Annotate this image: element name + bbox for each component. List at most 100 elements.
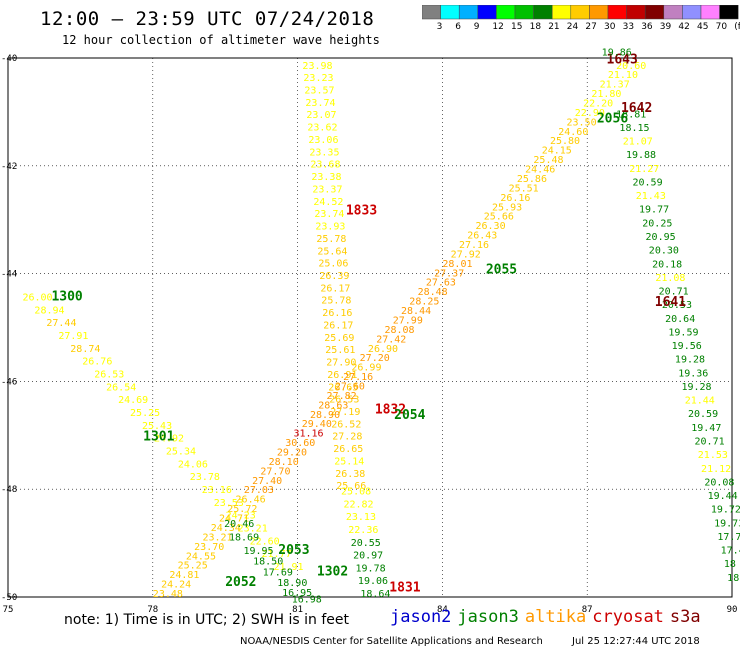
- colorbar-label: 30: [604, 22, 616, 32]
- longitude-tick-label: 81: [292, 605, 303, 615]
- longitude-tick-label: 84: [437, 605, 448, 615]
- wave-height-value: 20.46: [224, 519, 254, 530]
- wave-height-value: 20.97: [353, 551, 383, 562]
- longitude-tick-label: 90: [727, 605, 738, 615]
- wave-height-value: 22.60: [250, 536, 280, 547]
- wave-height-value: 19.47: [691, 423, 721, 434]
- wave-height-value: 23.74: [305, 98, 335, 109]
- wave-height-value: 19.77: [639, 205, 669, 216]
- track-time-label: 2056: [597, 112, 628, 127]
- wave-height-value: 25.61: [325, 345, 355, 356]
- wave-height-value: 27.40: [252, 476, 282, 487]
- wave-height-value: 19.56: [672, 341, 702, 352]
- wave-height-value: 27.19: [330, 407, 360, 418]
- track-time-label: 2052: [225, 575, 256, 590]
- wave-height-value: 22.82: [343, 499, 373, 510]
- track-time-label: 1300: [51, 290, 82, 305]
- wave-height-value: 24.81: [169, 570, 199, 581]
- wave-height-value: 24.69: [118, 395, 148, 406]
- wave-height-value: 20.55: [351, 538, 381, 549]
- wave-height-value: 23.68: [310, 160, 340, 171]
- wave-height-value: 23.50: [567, 117, 597, 128]
- wave-height-value: 23.78: [190, 472, 220, 483]
- wave-height-value: 29.40: [302, 419, 332, 430]
- wave-height-value: 21.44: [685, 396, 715, 407]
- wave-height-value: 25.66: [484, 212, 514, 223]
- colorbar-label: 15: [511, 22, 523, 32]
- wave-height-value: 23.21: [202, 532, 232, 543]
- wave-height-value: 26.99: [351, 363, 381, 374]
- wave-height-value: 26.53: [329, 395, 359, 406]
- wave-height-value: 23.35: [309, 147, 339, 158]
- colorbar-label: 12: [492, 22, 504, 32]
- wave-height-value: 20.59: [688, 409, 718, 420]
- colorbar-label: 36: [641, 22, 653, 32]
- wave-height-value: 27.42: [376, 334, 406, 345]
- wave-height-value: 17.7: [717, 532, 740, 543]
- longitude-tick-label: 75: [3, 605, 14, 615]
- wave-height-value: 27.16: [459, 240, 489, 251]
- wave-height-value: 23.53: [214, 498, 244, 509]
- wave-height-value: 27.90: [326, 358, 356, 369]
- track-time-label: 1302: [317, 564, 348, 579]
- wave-height-value: 26.17: [323, 320, 353, 331]
- wave-height-value: 25.06: [318, 259, 348, 270]
- wave-height-value: 21.08: [655, 273, 685, 284]
- wave-height-value: 25.80: [550, 136, 580, 147]
- wave-height-value: 21.10: [608, 70, 638, 81]
- track-time-label: 19.86: [602, 47, 632, 58]
- latitude-tick-label: -50: [1, 593, 17, 603]
- map-frame: [7, 57, 733, 598]
- wave-height-value: 28.90: [310, 410, 340, 421]
- wave-height-value: 19.73: [714, 518, 740, 529]
- wave-height-value: 20.60: [616, 61, 646, 72]
- wave-height-value: 19.28: [681, 382, 711, 393]
- wave-height-value: 26.16: [322, 308, 352, 319]
- footer-timestamp: Jul 25 12:27:44 UTC 2018: [572, 636, 700, 647]
- wave-height-value: 27.03: [244, 485, 274, 496]
- colorbar-label: 24: [566, 22, 579, 32]
- colorbar-label: 42: [678, 22, 690, 32]
- wave-height-value: 19.06: [358, 576, 388, 587]
- wave-height-value: 21.91: [273, 562, 303, 573]
- wave-height-value: 23.62: [307, 123, 337, 134]
- map-title: 12:00 – 23:59 UTC 07/24/2018: [40, 8, 375, 30]
- wave-height-value: 20.53: [662, 300, 692, 311]
- wave-height-value: 31.16: [293, 429, 323, 440]
- colorbar-label: 3: [436, 22, 443, 32]
- wave-height-value: 21.77: [262, 549, 292, 560]
- latitude-tick-label: -42: [1, 162, 17, 172]
- wave-height-value: 27.16: [343, 372, 373, 383]
- wave-height-value: 23.21: [238, 524, 268, 535]
- wave-height-value: 24.23: [226, 511, 256, 522]
- wave-height-value: 21.27: [629, 164, 659, 175]
- wave-height-value: 21.37: [600, 80, 630, 91]
- map-subtitle: 12 hour collection of altimeter wave hei…: [62, 33, 380, 47]
- wave-height-value: 20.30: [649, 246, 679, 257]
- wave-height-value: 28.08: [384, 325, 414, 336]
- wave-height-value: 27.82: [327, 391, 357, 402]
- wave-height-value: 21.80: [591, 89, 621, 100]
- wave-height-value: 27.28: [332, 432, 362, 443]
- wave-height-value: 25.51: [509, 183, 539, 194]
- wave-height-value: 27.70: [260, 466, 290, 477]
- wave-height-value: 21.53: [698, 450, 728, 461]
- wave-height-value: 28.48: [418, 287, 448, 298]
- wave-height-value: 25.25: [178, 561, 208, 572]
- wave-height-value: 25.14: [334, 456, 364, 467]
- wave-height-value: 25.78: [316, 234, 346, 245]
- wave-height-value: 23.07: [306, 110, 336, 121]
- latitude-tick-label: -48: [1, 485, 17, 495]
- track-time-label: 1833: [346, 203, 377, 218]
- wave-height-value: 25.08: [341, 487, 371, 498]
- track-time-label: 1641: [655, 295, 686, 310]
- wave-height-value: 24.24: [161, 580, 191, 591]
- wave-height-value: 27.63: [426, 278, 456, 289]
- wave-height-value: 28.01: [442, 259, 472, 270]
- wave-height-value: 26.30: [475, 221, 505, 232]
- track-time-label: 2054: [394, 408, 425, 423]
- wave-height-value: 23.06: [308, 135, 338, 146]
- wave-height-value: 28.63: [318, 400, 348, 411]
- wave-height-value: 24.46: [525, 165, 555, 176]
